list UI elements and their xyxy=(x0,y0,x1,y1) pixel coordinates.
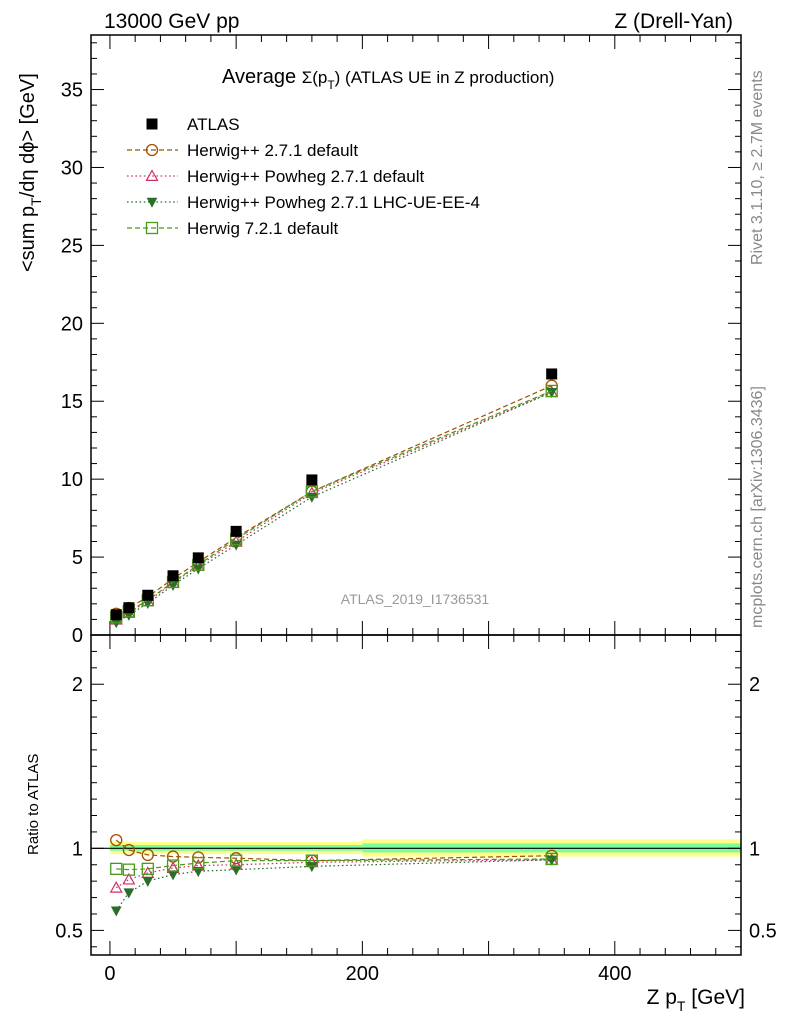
legend: ATLAS Herwig++ 2.7.1 default Herwig++ Powh… xyxy=(127,115,480,238)
ylabel-b: /dη dϕ> [GeV] xyxy=(17,73,39,197)
rivet-label: Rivet 3.1.10, ≥ 2.7M events xyxy=(749,70,766,265)
series-marker-main xyxy=(305,485,319,498)
data-point xyxy=(110,609,122,621)
x-tick-label: 200 xyxy=(346,963,379,985)
y-tick-label-main: 15 xyxy=(61,391,83,413)
series-marker-ratio xyxy=(166,859,180,872)
ratio-panel-frame xyxy=(90,634,742,956)
series-marker-ratio xyxy=(192,867,204,878)
x-axis-label: Z pT [GeV] xyxy=(647,986,745,1014)
y-tick-label-main: 30 xyxy=(61,157,83,179)
legend-marker xyxy=(145,221,159,235)
analysis-watermark: ATLAS_2019_I1736531 xyxy=(341,591,490,607)
y-tick-label-main: 25 xyxy=(61,235,83,257)
series-marker-ratio xyxy=(305,854,319,867)
series-line-main xyxy=(115,391,552,623)
series-marker-main xyxy=(230,540,242,551)
plot-title: Average Σ(pT) (ATLAS UE in Z production) xyxy=(222,66,554,92)
xlabel-sub: T xyxy=(677,998,686,1014)
series-marker-ratio xyxy=(122,863,136,876)
plot-frames xyxy=(90,34,742,956)
series-marker-ratio xyxy=(110,906,122,917)
data-point xyxy=(306,474,318,486)
series-marker-ratio xyxy=(110,833,123,847)
series-line-ratio xyxy=(115,839,552,862)
y-tick-label-ratio-right: 1 xyxy=(749,838,760,860)
series-marker-main xyxy=(546,387,558,399)
legend-label: Herwig 7.2.1 default xyxy=(187,219,338,238)
series-marker-ratio xyxy=(122,843,136,857)
series-marker-ratio xyxy=(110,862,123,875)
legend-label: Herwig++ Powheg 2.7.1 default xyxy=(187,167,424,186)
y-tick-label-ratio: 2 xyxy=(72,674,83,696)
xlabel-b: [GeV] xyxy=(685,986,745,1009)
header-right: Z (Drell-Yan) xyxy=(614,10,733,33)
series-marker-ratio xyxy=(545,852,558,866)
legend-marker xyxy=(145,143,159,157)
title-sigma: Σ(p xyxy=(302,68,328,87)
x-tick-label: 0 xyxy=(104,963,115,985)
mcplots-label: mcplots.cern.ch [arXiv:1306.3436] xyxy=(749,386,766,628)
series-line-main xyxy=(115,391,552,621)
series-line-ratio xyxy=(115,859,552,889)
y-tick-label-main: 35 xyxy=(61,80,83,102)
y-tick-label-main: 10 xyxy=(61,469,83,491)
title-sub: T xyxy=(327,78,335,92)
series-marker-main xyxy=(545,384,558,398)
xlabel-a: Z p xyxy=(647,986,677,1009)
legend-label: ATLAS xyxy=(187,115,240,134)
title-prefix: Average xyxy=(222,66,302,88)
series-marker-ratio xyxy=(229,854,243,867)
data-point xyxy=(142,589,154,601)
legend-marker xyxy=(145,169,159,181)
data-point xyxy=(192,552,204,564)
legend-label: Herwig++ Powheg 2.7.1 LHC-UE-EE-4 xyxy=(187,193,480,212)
y-axis-label-ratio: Ratio to ATLAS xyxy=(25,754,42,855)
series-marker-main xyxy=(192,564,204,575)
series-marker-ratio xyxy=(109,880,123,893)
series-marker-ratio xyxy=(142,876,154,887)
series-line-main xyxy=(115,385,552,615)
y-tick-label-ratio: 1 xyxy=(72,838,83,860)
y-tick-label-ratio-right: 0.5 xyxy=(749,920,777,942)
series-marker-ratio xyxy=(123,888,135,899)
ylabel-sub: T xyxy=(28,197,44,206)
y-tick-label-ratio: 0.5 xyxy=(55,920,83,942)
series-marker-ratio xyxy=(192,856,205,870)
x-tick-label: 400 xyxy=(598,963,631,985)
series-marker-ratio xyxy=(141,848,154,862)
title-suffix: ) (ATLAS UE in Z production) xyxy=(335,68,555,87)
y-tick-label-main: 5 xyxy=(72,547,83,569)
data-point xyxy=(230,525,242,537)
y-tick-label-main: 0 xyxy=(72,625,83,647)
header-left: 13000 GeV pp xyxy=(104,10,239,33)
series-marker-ratio xyxy=(141,862,154,875)
main-panel-series xyxy=(109,368,559,629)
legend-marker xyxy=(146,197,158,208)
ylabel-a: <sum p xyxy=(17,206,39,272)
y-axis-label-main: <sum pT/dη dϕ> [GeV] xyxy=(17,73,44,272)
series-marker-ratio xyxy=(167,870,179,881)
series-marker-ratio xyxy=(306,862,318,873)
y-tick-label-main: 20 xyxy=(61,313,83,335)
data-point xyxy=(546,368,558,380)
data-point xyxy=(123,602,135,614)
series-line-ratio xyxy=(115,859,552,912)
legend-label: Herwig++ 2.7.1 default xyxy=(187,141,358,160)
series-marker-ratio xyxy=(122,872,136,885)
ratio-panel-series xyxy=(109,833,559,917)
legend-marker xyxy=(146,118,158,130)
series-marker-ratio xyxy=(546,855,558,866)
series-line-main xyxy=(115,390,552,618)
uncertainty-band xyxy=(91,839,741,857)
data-point xyxy=(167,570,179,582)
y-tick-label-ratio-right: 2 xyxy=(749,674,760,696)
